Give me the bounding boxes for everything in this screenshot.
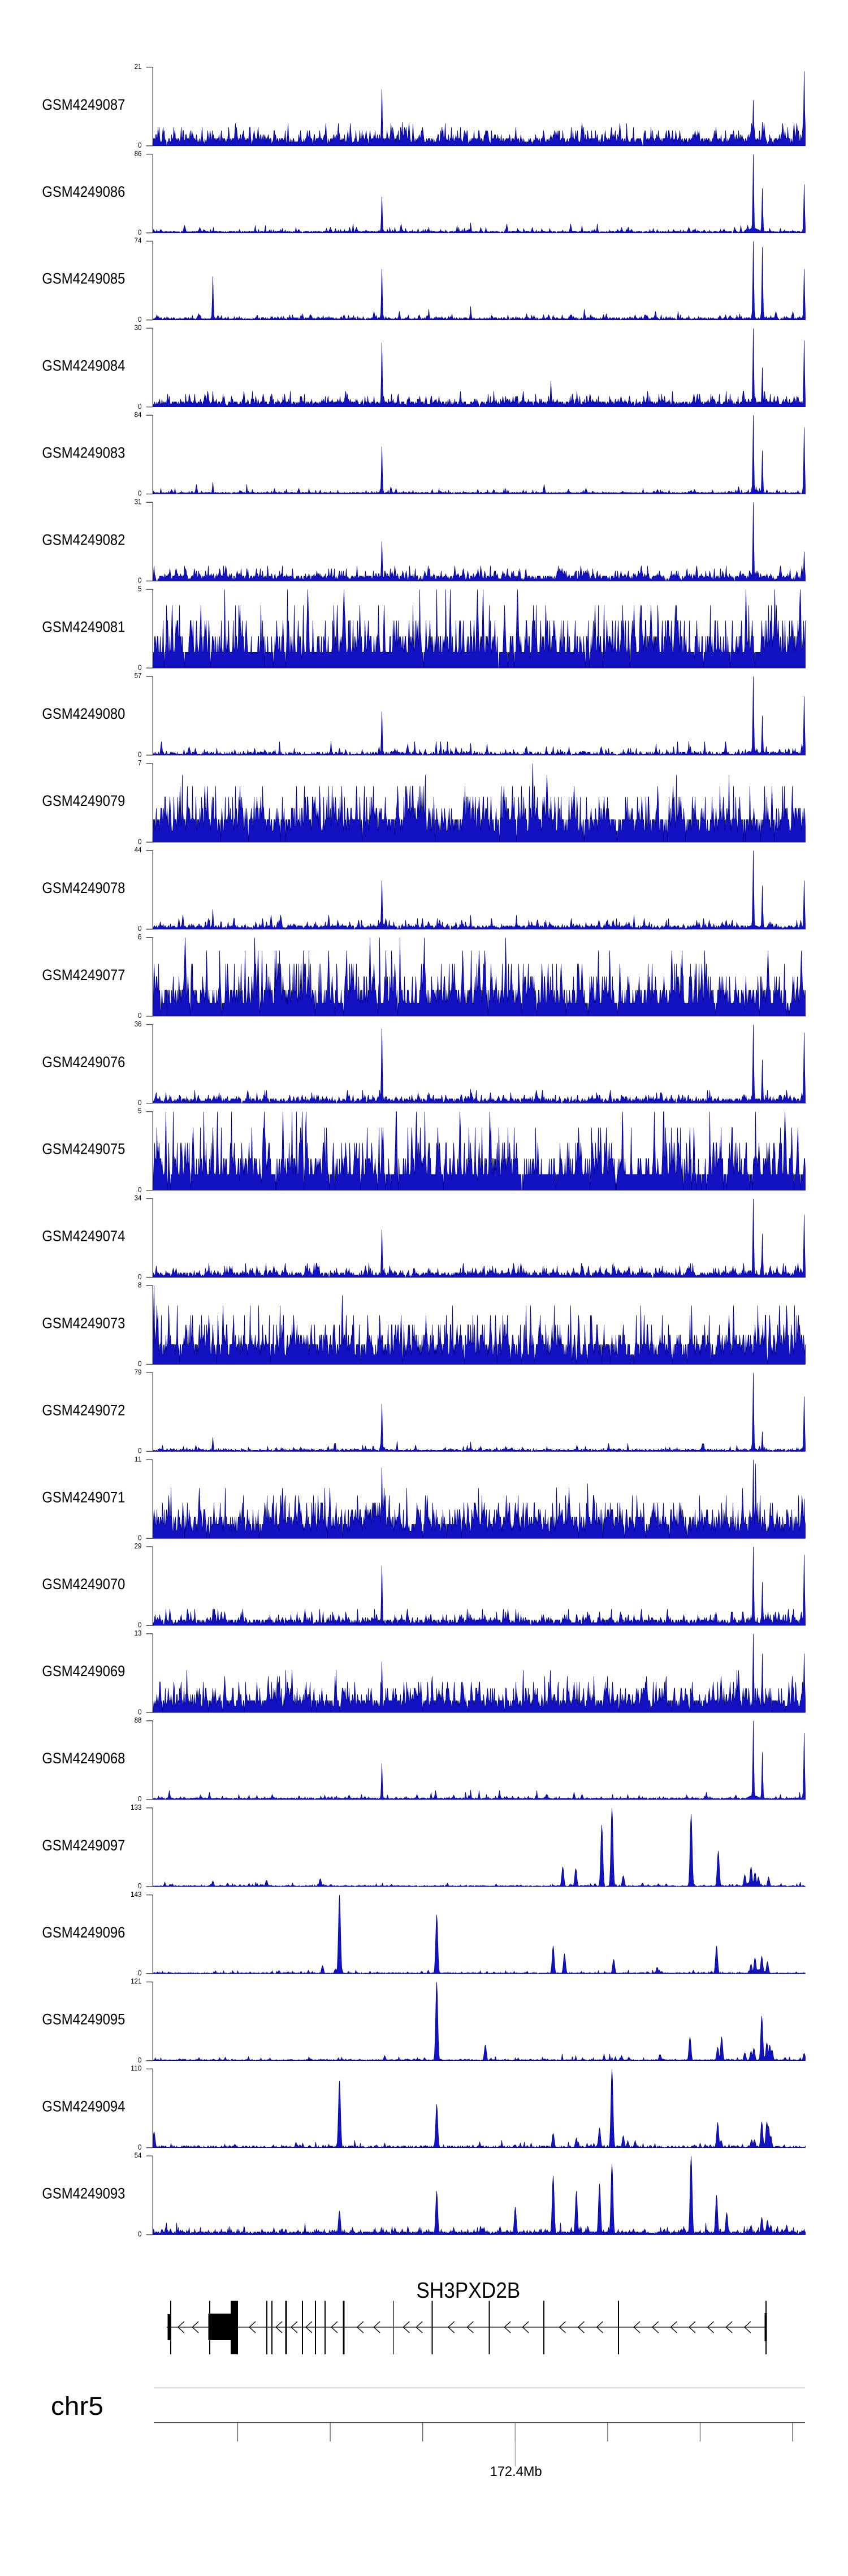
svg-text:11: 11 xyxy=(135,1455,142,1463)
svg-text:0: 0 xyxy=(138,1273,142,1281)
svg-text:34: 34 xyxy=(135,1194,142,1202)
svg-text:0: 0 xyxy=(138,1969,142,1977)
svg-text:GSM4249073: GSM4249073 xyxy=(42,1315,125,1332)
svg-text:44: 44 xyxy=(135,846,142,854)
svg-text:GSM4249072: GSM4249072 xyxy=(42,1401,125,1418)
svg-text:8: 8 xyxy=(138,1281,142,1289)
svg-text:0: 0 xyxy=(138,403,142,411)
svg-text:GSM4249074: GSM4249074 xyxy=(42,1228,125,1245)
svg-text:chr5: chr5 xyxy=(51,2392,103,2420)
svg-text:0: 0 xyxy=(138,141,142,149)
svg-text:GSM4249076: GSM4249076 xyxy=(42,1054,125,1071)
svg-text:0: 0 xyxy=(138,1708,142,1716)
svg-text:74: 74 xyxy=(135,237,142,245)
svg-text:36: 36 xyxy=(135,1020,142,1028)
svg-text:21: 21 xyxy=(135,63,142,71)
svg-text:GSM4249078: GSM4249078 xyxy=(42,879,125,896)
svg-text:13: 13 xyxy=(135,1629,142,1637)
svg-text:30: 30 xyxy=(135,324,142,332)
svg-text:GSM4249096: GSM4249096 xyxy=(42,1924,125,1941)
svg-text:GSM4249094: GSM4249094 xyxy=(42,2098,125,2115)
svg-text:GSM4249086: GSM4249086 xyxy=(42,183,125,200)
svg-text:121: 121 xyxy=(131,1978,141,1986)
svg-text:GSM4249079: GSM4249079 xyxy=(42,792,125,809)
svg-text:GSM4249068: GSM4249068 xyxy=(42,1750,125,1767)
svg-text:SH3PXD2B: SH3PXD2B xyxy=(416,2279,520,2303)
svg-text:0: 0 xyxy=(138,1099,142,1107)
svg-text:GSM4249095: GSM4249095 xyxy=(42,2011,125,2028)
svg-text:GSM4249080: GSM4249080 xyxy=(42,705,125,722)
svg-text:143: 143 xyxy=(131,1891,141,1898)
svg-text:GSM4249071: GSM4249071 xyxy=(42,1488,125,1505)
svg-text:0: 0 xyxy=(138,925,142,933)
svg-text:GSM4249081: GSM4249081 xyxy=(42,618,125,635)
svg-text:GSM4249087: GSM4249087 xyxy=(42,96,125,113)
svg-text:0: 0 xyxy=(138,316,142,323)
svg-text:GSM4249069: GSM4249069 xyxy=(42,1663,125,1680)
svg-text:7: 7 xyxy=(138,759,142,767)
svg-text:GSM4249077: GSM4249077 xyxy=(42,966,125,983)
svg-text:172.4Mb: 172.4Mb xyxy=(490,2464,542,2479)
svg-text:0: 0 xyxy=(138,1360,142,1368)
svg-text:54: 54 xyxy=(135,2152,142,2160)
svg-text:0: 0 xyxy=(138,228,142,236)
svg-text:0: 0 xyxy=(138,1882,142,1890)
svg-text:GSM4249082: GSM4249082 xyxy=(42,531,125,548)
svg-text:29: 29 xyxy=(135,1542,142,1550)
svg-text:GSM4249083: GSM4249083 xyxy=(42,445,125,461)
svg-text:5: 5 xyxy=(138,585,142,593)
svg-text:86: 86 xyxy=(135,150,142,158)
svg-text:0: 0 xyxy=(138,1447,142,1455)
svg-text:GSM4249075: GSM4249075 xyxy=(42,1141,125,1158)
svg-text:6: 6 xyxy=(138,933,142,941)
svg-text:GSM4249097: GSM4249097 xyxy=(42,1837,125,1854)
svg-text:0: 0 xyxy=(138,2143,142,2151)
svg-text:0: 0 xyxy=(138,2056,142,2064)
svg-text:0: 0 xyxy=(138,1795,142,1803)
svg-text:5: 5 xyxy=(138,1107,142,1115)
svg-text:0: 0 xyxy=(138,664,142,672)
svg-text:133: 133 xyxy=(131,1803,141,1811)
svg-text:57: 57 xyxy=(135,672,142,680)
svg-text:84: 84 xyxy=(135,411,142,419)
svg-text:88: 88 xyxy=(135,1716,142,1724)
svg-text:0: 0 xyxy=(138,838,142,845)
svg-text:0: 0 xyxy=(138,750,142,758)
svg-text:0: 0 xyxy=(138,2230,142,2238)
svg-text:GSM4249085: GSM4249085 xyxy=(42,270,125,287)
svg-text:110: 110 xyxy=(131,2065,141,2073)
svg-text:GSM4249084: GSM4249084 xyxy=(42,357,125,374)
svg-text:31: 31 xyxy=(135,498,142,506)
svg-text:0: 0 xyxy=(138,1534,142,1542)
svg-text:0: 0 xyxy=(138,577,142,585)
svg-text:0: 0 xyxy=(138,1186,142,1194)
svg-text:0: 0 xyxy=(138,1012,142,1020)
svg-text:79: 79 xyxy=(135,1368,142,1376)
svg-text:GSM4249070: GSM4249070 xyxy=(42,1576,125,1593)
svg-text:GSM4249093: GSM4249093 xyxy=(42,2185,125,2202)
svg-text:0: 0 xyxy=(138,1621,142,1629)
svg-text:0: 0 xyxy=(138,490,142,498)
